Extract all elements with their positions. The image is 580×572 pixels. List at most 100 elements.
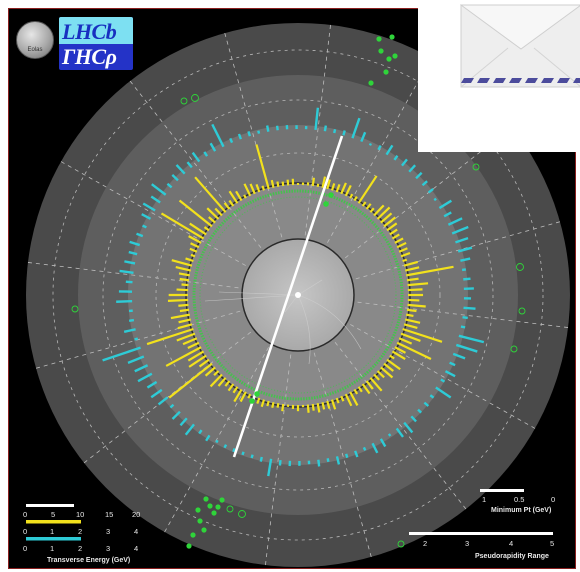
ecal-energy-bar xyxy=(271,401,275,408)
ecal-energy-bar xyxy=(224,380,231,387)
ecal-energy-bar xyxy=(181,283,189,287)
hcal-energy-bar xyxy=(314,107,320,131)
muon-hit xyxy=(186,543,192,549)
coin-logo-text: Eolas xyxy=(27,47,43,53)
mail-envelope-icon[interactable] xyxy=(460,4,580,88)
muon-hit xyxy=(215,504,221,510)
hcal-energy-bar xyxy=(142,202,156,212)
legend-tick: 1 xyxy=(50,527,54,536)
hcal-energy-bar xyxy=(146,380,158,389)
muon-hit xyxy=(383,69,389,75)
hcal-energy-bar xyxy=(142,224,147,229)
ecal-energy-bar xyxy=(406,265,454,277)
mail-overlay-card[interactable] xyxy=(418,0,580,152)
legend-tick: 3 xyxy=(106,544,110,553)
ecal-energy-bar xyxy=(406,308,417,313)
hcal-energy-bar xyxy=(229,137,234,144)
radial-grid-line xyxy=(304,21,332,236)
ecal-energy-bar xyxy=(311,177,315,187)
hcal-energy-bar xyxy=(141,213,152,220)
ecal-energy-bar xyxy=(321,401,326,410)
hcal-energy-bars xyxy=(102,107,485,477)
legend-tick: 0 xyxy=(551,495,555,504)
ecal-energy-bar xyxy=(376,370,385,379)
energy-legend-cyan-bar xyxy=(26,537,81,541)
ecal-energy-bar xyxy=(228,190,239,204)
ecal-energy-bar xyxy=(403,323,418,330)
legend-tick: 4 xyxy=(134,544,138,553)
hcal-energy-bar xyxy=(323,125,328,132)
ecal-energy-bar xyxy=(407,303,426,308)
hcal-energy-bar xyxy=(421,180,428,187)
radial-grid-line xyxy=(24,261,239,289)
ecal-energy-bar xyxy=(369,207,375,213)
ecal-energy-bar xyxy=(404,318,421,324)
lhcb-logo-text: LHCb xyxy=(62,19,117,44)
ecal-energy-bar xyxy=(391,233,400,240)
hcal-energy-bar xyxy=(449,361,456,367)
hcal-energy-bar xyxy=(458,334,485,344)
radial-grid-line xyxy=(327,55,434,243)
hcal-energy-bar xyxy=(211,123,225,148)
hcal-energy-bar xyxy=(368,143,372,146)
hcal-energy-bar xyxy=(344,453,349,459)
guide-circle-3 xyxy=(52,49,544,541)
ecal-energy-bar xyxy=(340,395,345,402)
legend-tick: 15 xyxy=(105,510,113,519)
ecal-energy-bar xyxy=(261,185,266,191)
hcal-energy-bar xyxy=(209,142,217,152)
hcal-energy-bar xyxy=(127,355,145,364)
muon-hit xyxy=(197,518,203,524)
hcal-energy-bar xyxy=(460,257,471,262)
radial-grid-line xyxy=(264,354,292,568)
hcal-energy-bar xyxy=(150,388,163,399)
muon-hit xyxy=(207,503,213,509)
ecal-energy-bar xyxy=(326,179,331,190)
ecal-energy-bar xyxy=(182,337,198,346)
ecal-energy-bar xyxy=(171,259,193,267)
ecal-energy-bar xyxy=(214,207,223,217)
primary-vertex xyxy=(295,292,301,298)
pt-legend: 1 0.5 0 Minimum Pt (GeV) xyxy=(480,489,555,514)
ecal-energy-bar xyxy=(373,204,385,217)
legend-tick: 1 xyxy=(482,495,486,504)
muon-hit xyxy=(195,507,201,513)
ecal-energy-bar xyxy=(270,179,275,189)
hcal-energy-bar xyxy=(265,125,270,132)
secondary-tracks xyxy=(204,279,362,365)
ecal-energy-bar xyxy=(330,399,337,410)
ecal-energy-bar xyxy=(188,354,207,368)
hcal-energy-bar xyxy=(186,161,193,169)
hcal-energy-bar xyxy=(410,415,417,423)
hcal-energy-bar xyxy=(166,182,173,189)
legend-tick: 5 xyxy=(550,539,554,548)
ecal-energy-bar xyxy=(165,346,202,367)
hcal-energy-bar xyxy=(124,260,136,265)
ecal-energy-bar xyxy=(190,253,196,258)
ecal-energy-bar xyxy=(243,183,252,197)
guide-circle-1 xyxy=(155,152,441,438)
ecal-energy-bar xyxy=(208,216,216,224)
hcal-energy-bar xyxy=(452,352,466,360)
ecal-energy-bar xyxy=(400,251,411,258)
hcal-energy-bar xyxy=(241,451,245,456)
hcal-energy-bar xyxy=(415,171,423,180)
radial-grid-line xyxy=(357,301,572,329)
ecal-energy-bar xyxy=(175,266,192,272)
legend-tick: 3 xyxy=(465,539,469,548)
ecal-energy-bar xyxy=(170,313,190,320)
ecal-energy-bar xyxy=(394,346,407,354)
hcal-energy-bar xyxy=(385,144,394,156)
hcal-energy-bar xyxy=(157,396,169,406)
ecal-energy-bar xyxy=(394,237,404,244)
ecal-energy-bar xyxy=(176,288,189,292)
radial-grid-line xyxy=(350,324,538,431)
radial-grid-line xyxy=(334,341,469,512)
hcal-energy-bar xyxy=(403,421,414,434)
ecal-energy-bar xyxy=(276,181,280,187)
hcal-energy-bar xyxy=(129,240,141,247)
ecal-energy-bar xyxy=(369,377,383,392)
legend-tick: 20 xyxy=(132,510,140,519)
ecal-energy-bar xyxy=(406,277,419,282)
ecal-energy-bar xyxy=(146,327,194,346)
